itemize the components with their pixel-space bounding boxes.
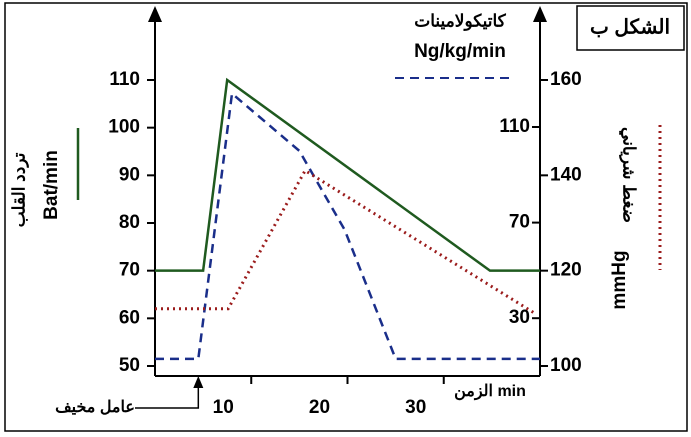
y-tick-label: 80: [119, 212, 140, 233]
y-label: تردد القلب: [9, 152, 29, 227]
x-tick-label: 20: [309, 397, 330, 418]
x-tick-label: 10: [213, 397, 234, 418]
y-tick-label: 110: [109, 69, 140, 90]
y2-tick-label: 110: [499, 116, 530, 137]
y-tick-label: 50: [119, 355, 140, 376]
y3-tick-label: 100: [550, 355, 582, 376]
frame: [4, 2, 688, 432]
x-label: الزمن min: [454, 383, 526, 401]
series-line: [155, 168, 536, 315]
arrow: [148, 6, 162, 22]
figure-box: [576, 5, 685, 51]
y2-label: كاتيكولامينات: [414, 11, 506, 31]
y3-label: ضغط شرياني: [619, 127, 639, 223]
y-tick-label: 90: [119, 164, 140, 185]
annotation: عامل مخيف: [55, 399, 135, 416]
series-line: [155, 77, 540, 272]
y3-tick-label: 120: [550, 260, 582, 281]
figure-label: الشكل ب: [590, 16, 670, 38]
y3-unit: mmHg: [609, 250, 630, 309]
y2-tick-label: 70: [509, 212, 530, 233]
series-line: [155, 91, 540, 361]
y-tick-label: 70: [119, 260, 140, 281]
annotation-arrow: [135, 380, 200, 409]
y-unit: Bat/min: [41, 150, 62, 220]
y-tick-label: 100: [108, 117, 140, 138]
y3-tick-label: 160: [550, 69, 582, 90]
x-tick-label: 30: [405, 397, 426, 418]
arrow: [533, 6, 547, 22]
y-tick-label: 60: [119, 307, 140, 328]
y2-unit: Ng/kg/min: [414, 41, 506, 62]
y3-tick-label: 140: [550, 164, 582, 185]
y2-tick-label: 30: [509, 307, 530, 328]
arrow: [193, 376, 204, 388]
